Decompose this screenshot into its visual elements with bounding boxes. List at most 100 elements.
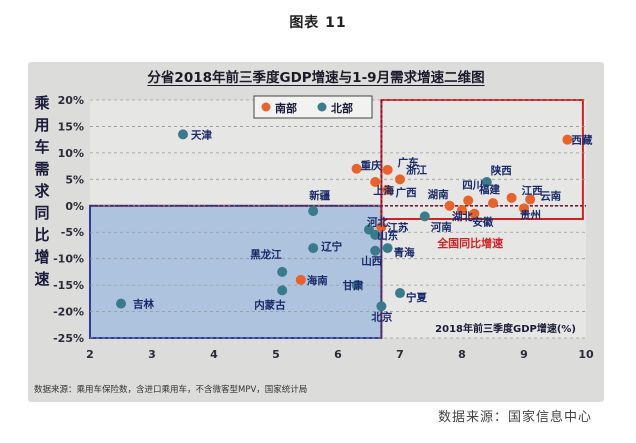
data-point	[308, 243, 319, 254]
x-tick-label: 5	[272, 348, 280, 361]
data-point	[395, 288, 405, 299]
point-label: 江西	[522, 184, 544, 197]
data-point	[488, 198, 498, 209]
point-label: 河南	[431, 220, 452, 233]
data-point	[370, 229, 381, 240]
point-label: 海南	[307, 274, 328, 287]
point-label: 黑龙江	[250, 248, 282, 261]
data-point	[457, 205, 467, 216]
point-label: 江苏	[387, 221, 408, 234]
point-label: 湖南	[428, 188, 449, 201]
y-axis-label-char: 同	[34, 204, 49, 222]
y-tick-label: 20%	[58, 94, 84, 107]
figure-label: 图表 11	[289, 15, 347, 31]
data-point	[277, 266, 288, 277]
data-point	[178, 129, 188, 140]
point-label: 四川	[462, 179, 483, 191]
y-axis-label-char: 车	[34, 138, 49, 156]
y-axis-label-char: 增	[34, 248, 49, 266]
data-point	[382, 184, 393, 195]
x-tick-label: 8	[458, 348, 466, 361]
y-tick-label: 5%	[65, 173, 84, 186]
point-label: 天津	[191, 128, 212, 141]
data-point	[519, 203, 529, 214]
scatter-chart: 20% 15% 10% 5% 0% -5% -10% -15% -20% -25%2 3 4 5 6 7 8 9…	[33, 94, 594, 361]
y-axis-label-char: 用	[34, 116, 49, 134]
chart-title: 分省2018年前三季度GDP增速与1-9月需求增速二维图	[147, 70, 485, 86]
data-point	[444, 200, 455, 211]
data-point	[277, 285, 288, 296]
point-label: 湖北	[452, 210, 473, 223]
data-point	[506, 192, 517, 203]
data-point	[395, 174, 405, 185]
point-label: 安徽	[472, 216, 493, 229]
point-label: 云南	[540, 189, 561, 202]
y-tick-label: 15%	[58, 120, 84, 133]
point-label: 浙江	[406, 163, 427, 176]
y-axis-label-char: 速	[34, 270, 49, 288]
y-tick-label: -25%	[53, 332, 84, 345]
y-tick-label: -5%	[61, 226, 84, 239]
point-label: 重庆	[361, 159, 382, 172]
data-point	[376, 301, 387, 312]
data-point	[370, 245, 381, 256]
chart-photo: 20% 15% 10% 5% 0% -5% -10% -15% -20% -25% 2 3 4 5 6 7 8 9…	[28, 62, 604, 402]
data-point	[295, 274, 306, 285]
legend-box	[253, 95, 373, 119]
y-axis-label-char: 比	[34, 226, 49, 244]
x-tick-label: 6	[334, 348, 342, 361]
y-axis-label-char: 乘	[33, 94, 49, 112]
point-label: 贵州	[520, 208, 541, 221]
x-tick-label: 4	[210, 348, 218, 361]
y-axis-label-char: 需	[34, 160, 49, 178]
legend-marker	[261, 102, 271, 112]
low-growth-quadrant	[89, 204, 383, 339]
point-label: 福建	[478, 183, 500, 196]
data-point	[469, 208, 480, 219]
x-axis-label: 2018年前三季度GDP增速(%)	[435, 322, 576, 335]
point-label: 上海	[373, 184, 394, 197]
y-tick-label: -10%	[53, 253, 84, 266]
data-point	[382, 164, 393, 175]
data-point	[463, 195, 474, 206]
credit-line: 数据来源：国家信息中心	[437, 410, 592, 425]
legend-label: 北部	[331, 101, 353, 115]
data-point	[370, 176, 381, 187]
data-point	[481, 176, 492, 187]
y-tick-label: -20%	[53, 306, 84, 319]
point-label: 青海	[394, 246, 415, 259]
source-note: 数据来源：乘用车保险数，含进口乘用车，不含微客型MPV，国家统计局	[34, 385, 308, 395]
y-tick-label: 0%	[65, 200, 84, 213]
data-point	[525, 194, 536, 205]
x-tick-label: 7	[396, 348, 404, 361]
point-label: 山东	[377, 229, 398, 242]
point-label: 广西	[396, 186, 417, 199]
point-label: 西藏	[571, 134, 592, 147]
y-tick-label: 10%	[58, 147, 84, 160]
point-label: 宁夏	[406, 291, 427, 304]
point-label: 甘肃	[343, 279, 364, 292]
legend-label: 南部	[275, 101, 297, 115]
point-label: 内蒙古	[254, 298, 286, 311]
point-label: 山西	[361, 255, 382, 268]
data-point	[376, 221, 387, 232]
data-point	[351, 280, 362, 291]
y-tick-label: -15%	[53, 279, 84, 292]
point-label: 吉林	[133, 298, 154, 311]
point-label: 新疆	[309, 189, 330, 202]
point-label: 辽宁	[321, 240, 342, 253]
data-point	[562, 134, 573, 145]
x-tick-label: 3	[148, 348, 156, 361]
point-label: 广东	[398, 156, 419, 169]
data-point	[308, 206, 319, 217]
point-label: 北京	[371, 310, 392, 323]
data-point	[419, 211, 430, 222]
x-tick-label: 9	[520, 348, 528, 361]
legend-marker	[317, 102, 327, 112]
data-point	[382, 243, 393, 254]
data-point	[351, 163, 362, 174]
y-axis-label-char: 求	[34, 182, 50, 200]
point-label: 陕西	[491, 164, 512, 177]
x-tick-label: 10	[578, 348, 594, 361]
x-tick-label: 2	[86, 348, 94, 361]
